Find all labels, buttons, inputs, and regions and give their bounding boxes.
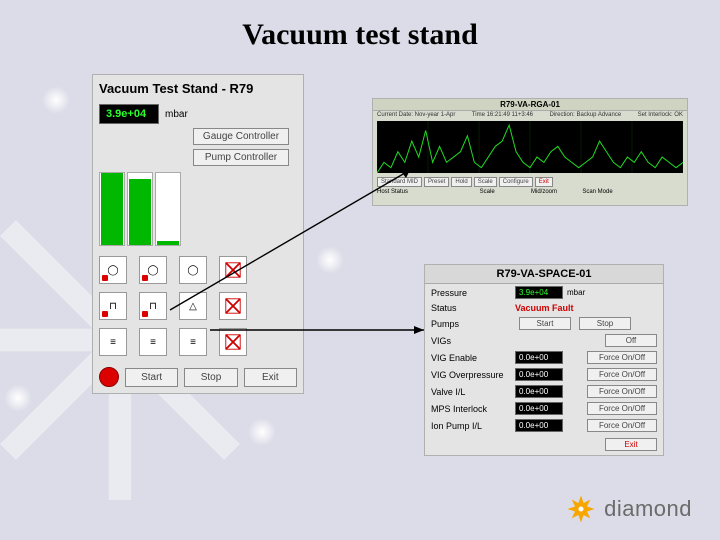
trend-label: Host Status: [377, 189, 426, 195]
space-force-button[interactable]: Force On/Off: [587, 385, 657, 398]
pump-icon[interactable]: ◯: [139, 256, 167, 284]
bar-slot: [99, 172, 125, 246]
trend-hold-button[interactable]: Hold: [451, 177, 471, 187]
space-row: VIG Enable 0.0e+00 Force On/Off: [425, 349, 663, 366]
diamond-logo: diamond: [564, 492, 692, 526]
trend-time: Time 16:21:49 11+3:46: [472, 112, 533, 118]
trend-mode: Direction: Backup Advance: [549, 112, 621, 118]
trend-header: R79-VA-RGA-01: [373, 99, 687, 111]
space-row: Pumps Start Stop: [425, 315, 663, 332]
space-readout: 0.0e+00: [515, 402, 563, 415]
space-row: Status Vacuum Fault: [425, 301, 663, 315]
space-row-label: VIG Enable: [431, 353, 511, 363]
status-indicator-icon: [99, 367, 119, 387]
pressure-readout: 3.9e+04: [99, 104, 159, 124]
trend-label: [428, 189, 477, 195]
space-row-label: Ion Pump I/L: [431, 421, 511, 431]
space-readout: 0.0e+00: [515, 385, 563, 398]
space-readout: 0.0e+00: [515, 419, 563, 432]
pressure-unit: mbar: [165, 109, 188, 120]
exit-button[interactable]: Exit: [244, 368, 297, 387]
trend-label: Scan Mode: [582, 189, 631, 195]
space-off-button[interactable]: Off: [605, 334, 657, 347]
valve-icon[interactable]: [219, 256, 247, 284]
device-icon-grid: ◯ ◯ ◯ ⊓ ⊓ △ ≡ ≡ ≡: [99, 256, 297, 356]
space-start-button[interactable]: Start: [519, 317, 571, 330]
trend-chart: [377, 121, 683, 173]
pump-controller-button[interactable]: Pump Controller: [193, 149, 289, 166]
space-row: VIG Overpressure 0.0e+00 Force On/Off: [425, 366, 663, 383]
space-row: Valve I/L 0.0e+00 Force On/Off: [425, 383, 663, 400]
trend-label: Scale: [480, 189, 529, 195]
gauge-icon[interactable]: ⊓: [99, 292, 127, 320]
bar-gauges: [99, 172, 297, 246]
space-force-button[interactable]: Force On/Off: [587, 368, 657, 381]
space-row-label: Pressure: [431, 288, 511, 298]
slide-title: Vacuum test stand: [0, 18, 720, 52]
panel-left-title: Vacuum Test Stand - R79: [93, 75, 303, 104]
space-row: Pressure 3.9e+04 mbar: [425, 284, 663, 301]
space-row-label: MPS Interlock: [431, 404, 511, 414]
bg-flare: [248, 418, 276, 446]
space-readout: 0.0e+00: [515, 368, 563, 381]
space-stop-button[interactable]: Stop: [579, 317, 631, 330]
space-row: VIGs Off: [425, 332, 663, 349]
trend-preset-button[interactable]: Preset: [424, 177, 449, 187]
list-icon[interactable]: ≡: [139, 328, 167, 356]
space-row-label: VIG Overpressure: [431, 370, 511, 380]
gauge-icon[interactable]: △: [179, 292, 207, 320]
space-row-label: Pumps: [431, 319, 511, 329]
space-readout: 0.0e+00: [515, 351, 563, 364]
trend-label: Mid/zoom: [531, 189, 580, 195]
list-icon[interactable]: ≡: [179, 328, 207, 356]
valve-icon[interactable]: [219, 328, 247, 356]
diamond-logo-icon: [564, 492, 598, 526]
panel-trend: R79-VA-RGA-01 Current Date: Nov-year 1-A…: [372, 98, 688, 206]
bg-flare: [316, 246, 344, 274]
bar-slot: [127, 172, 153, 246]
bg-flare: [42, 86, 70, 114]
stop-button[interactable]: Stop: [184, 368, 237, 387]
list-icon[interactable]: ≡: [99, 328, 127, 356]
pump-icon[interactable]: ◯: [99, 256, 127, 284]
trend-label: [634, 189, 683, 195]
trend-interlock: Set Interlock: OK: [638, 112, 683, 118]
panel-space: R79-VA-SPACE-01 Pressure 3.9e+04 mbar Statu…: [424, 264, 664, 456]
space-row-label: VIGs: [431, 336, 511, 346]
space-unit: mbar: [567, 288, 585, 297]
space-force-button[interactable]: Force On/Off: [587, 419, 657, 432]
panel-vacuum-test-stand: Vacuum Test Stand - R79 3.9e+04 mbar Gau…: [92, 74, 304, 394]
space-status: Vacuum Fault: [515, 303, 574, 313]
start-button[interactable]: Start: [125, 368, 178, 387]
diamond-logo-text: diamond: [604, 496, 692, 522]
space-row-label: Status: [431, 303, 511, 313]
trend-date: Current Date: Nov-year 1-Apr: [377, 112, 455, 118]
space-exit-button[interactable]: Exit: [605, 438, 657, 451]
gauge-controller-button[interactable]: Gauge Controller: [193, 128, 289, 145]
bar-slot: [155, 172, 181, 246]
pump-icon[interactable]: ◯: [179, 256, 207, 284]
space-header: R79-VA-SPACE-01: [425, 265, 663, 284]
trend-scale-button[interactable]: Scale: [474, 177, 497, 187]
valve-icon[interactable]: [219, 292, 247, 320]
trend-exit-button[interactable]: Exit: [535, 177, 553, 187]
trend-standard-mid-button[interactable]: Standard MID: [377, 177, 422, 187]
bg-flare: [4, 384, 32, 412]
space-force-button[interactable]: Force On/Off: [587, 402, 657, 415]
trend-configure-button[interactable]: Configure: [499, 177, 533, 187]
space-force-button[interactable]: Force On/Off: [587, 351, 657, 364]
space-row: Ion Pump I/L 0.0e+00 Force On/Off: [425, 417, 663, 434]
gauge-icon[interactable]: ⊓: [139, 292, 167, 320]
space-row: MPS Interlock 0.0e+00 Force On/Off: [425, 400, 663, 417]
space-readout: 3.9e+04: [515, 286, 563, 299]
space-row-label: Valve I/L: [431, 387, 511, 397]
